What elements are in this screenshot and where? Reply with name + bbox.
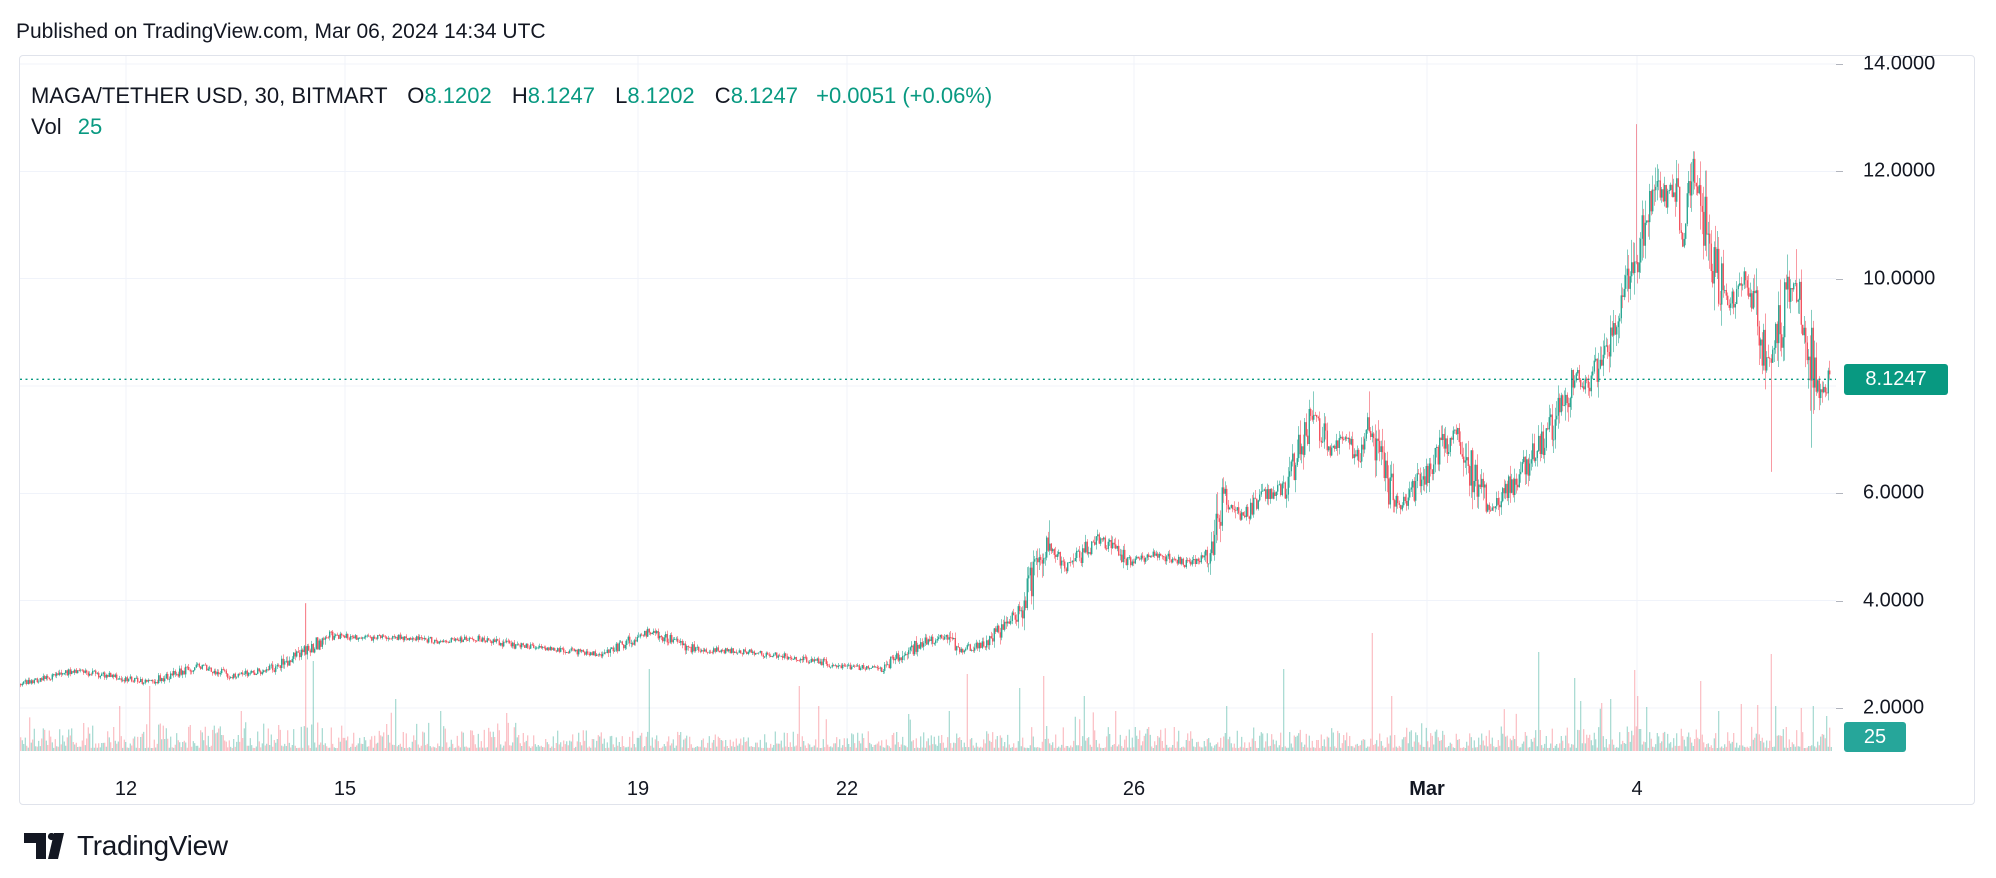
chart-panel: MAGA/TETHER USD, 30, BITMART O8.1202 H8.… (19, 55, 1975, 805)
price-axis-label: 10.0000 (1863, 267, 1936, 290)
time-axis-label: 15 (333, 778, 357, 800)
tradingview-watermark: TradingView (24, 830, 228, 862)
tradingview-logo-icon (24, 833, 64, 859)
close-label: C (714, 83, 731, 108)
time-axis-label: 22 (835, 778, 859, 800)
price-axis-tick (1836, 493, 1843, 495)
chart-legend: MAGA/TETHER USD, 30, BITMART O8.1202 H8.… (31, 80, 992, 142)
price-axis-label: 4.0000 (1863, 589, 1925, 612)
open-value: 8.1202 (424, 83, 492, 108)
last-volume-badge: 25 (1844, 722, 1906, 752)
symbol-title: MAGA/TETHER USD, 30, BITMART (31, 83, 388, 108)
time-axis-label: 26 (1122, 778, 1146, 800)
low-value: 8.1202 (627, 83, 695, 108)
price-axis-label: 2.0000 (1863, 696, 1925, 719)
last-price-badge: 8.1247 (1844, 363, 1948, 395)
volume-bars-down (20, 603, 1831, 751)
high-value: 8.1247 (527, 83, 595, 108)
low-label: L (615, 83, 628, 108)
time-axis-label: 19 (626, 778, 650, 800)
published-caption: Published on TradingView.com, Mar 06, 20… (16, 20, 546, 43)
open-label: O (407, 83, 425, 108)
price-axis-label: 14.0000 (1863, 55, 1936, 75)
time-scale: 12 15 19 22 26 Mar 4 (20, 778, 1836, 804)
price-axis-tick (1836, 600, 1843, 602)
legend-symbol-row: MAGA/TETHER USD, 30, BITMART O8.1202 H8.… (31, 80, 992, 111)
price-axis-tick (1836, 708, 1843, 710)
price-axis-label: 6.0000 (1863, 481, 1925, 504)
volume-bars-up (21, 652, 1832, 751)
volume-value: 25 (77, 114, 103, 139)
price-axis-tick (1836, 171, 1843, 173)
time-axis-label: 4 (1631, 778, 1643, 800)
time-axis-label: Mar (1409, 778, 1445, 800)
candles-up (21, 151, 1832, 687)
time-axis-label: 12 (114, 778, 138, 800)
chart-canvas (20, 56, 1836, 751)
high-label: H (511, 83, 528, 108)
price-axis-tick (1836, 278, 1843, 280)
volume-label: Vol (31, 114, 62, 139)
change-value: +0.0051 (+0.06%) (816, 83, 993, 108)
price-axis-label: 12.0000 (1863, 159, 1936, 182)
legend-volume-row: Vol 25 (31, 111, 992, 142)
close-value: 8.1247 (730, 83, 798, 108)
chart-plot-area (20, 56, 1836, 751)
tradingview-logo-text: TradingView (77, 830, 228, 861)
price-axis-tick (1836, 64, 1843, 65)
